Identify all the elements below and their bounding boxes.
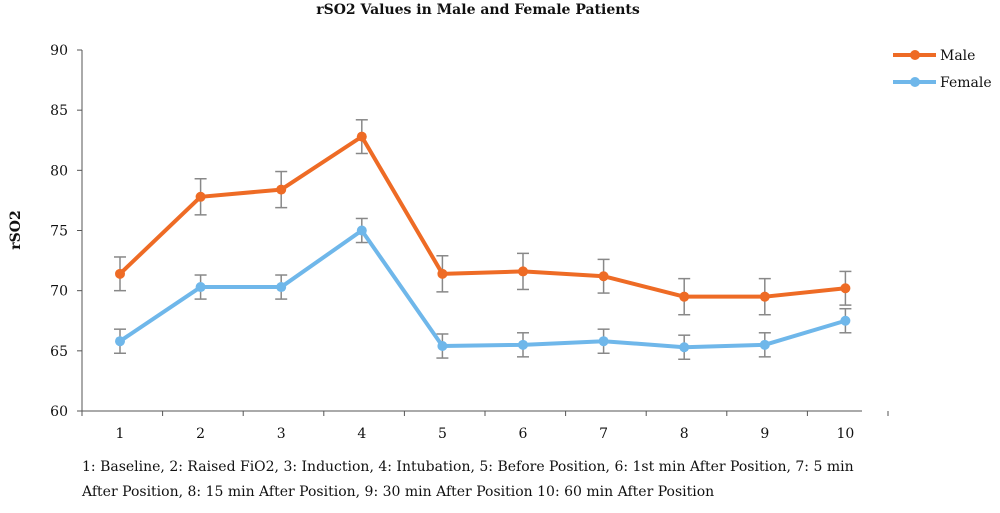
data-point: [518, 339, 528, 350]
figure-caption: 1: Baseline, 2: Raised FiO2, 3: Inductio…: [82, 455, 962, 505]
x-tick-label: 6: [519, 426, 528, 442]
data-point: [276, 282, 287, 293]
data-point: [356, 131, 367, 142]
x-tick-label: 8: [680, 426, 689, 442]
y-tick-label: 85: [50, 103, 68, 119]
x-tick-label: 5: [438, 426, 447, 442]
y-tick-label: 70: [50, 284, 68, 300]
data-point: [356, 225, 367, 236]
series-female: [114, 217, 852, 361]
caption-line-1: 1: Baseline, 2: Raised FiO2, 3: Inductio…: [82, 459, 854, 475]
data-point: [840, 315, 851, 326]
data-point: [679, 291, 690, 302]
x-tick-label: 3: [277, 426, 286, 442]
series-line-male: [118, 134, 848, 299]
legend-item-male: Male: [893, 48, 975, 64]
y-axis-label: rSO2: [8, 210, 24, 249]
data-point: [518, 266, 528, 277]
legend-label: Male: [940, 48, 975, 64]
legend-swatch-marker: [910, 77, 920, 87]
data-point: [759, 291, 770, 302]
caption-line-2: After Position, 8: 15 min After Position…: [82, 484, 715, 500]
data-point: [115, 336, 125, 347]
x-tick-label: 10: [836, 426, 854, 442]
y-tick-label: 90: [50, 43, 68, 59]
series-line-female: [118, 228, 848, 350]
series-male: [114, 119, 852, 316]
data-point: [840, 283, 851, 294]
data-point: [598, 336, 609, 347]
chart-title: rSO2 Values in Male and Female Patients: [316, 2, 640, 18]
data-point: [759, 339, 770, 350]
data-point: [195, 282, 206, 293]
x-tick-label: 7: [599, 426, 608, 442]
data-point: [437, 268, 448, 279]
y-tick-label: 65: [50, 344, 68, 360]
data-point: [679, 342, 690, 353]
series-layer: [114, 119, 852, 361]
legend-label: Female: [940, 75, 992, 91]
x-tick-label: 4: [357, 426, 366, 442]
y-tick-label: 80: [50, 163, 68, 179]
y-tick-label: 75: [50, 224, 68, 240]
data-point: [276, 184, 287, 195]
legend: Male Female: [893, 48, 992, 91]
y-tick-label: 60: [50, 404, 68, 420]
legend-item-female: Female: [893, 75, 992, 91]
x-tick-label: 1: [116, 426, 125, 442]
data-point: [437, 341, 448, 352]
axes: 60 65 70 75 80 85 90 1 2 3 4 5 6 7 8 9 10: [50, 43, 889, 442]
legend-swatch-marker: [910, 50, 920, 60]
x-tick-label: 9: [760, 426, 769, 442]
data-point: [598, 271, 609, 282]
data-point: [195, 191, 206, 202]
x-tick-label: 2: [196, 426, 205, 442]
data-point: [115, 268, 125, 279]
